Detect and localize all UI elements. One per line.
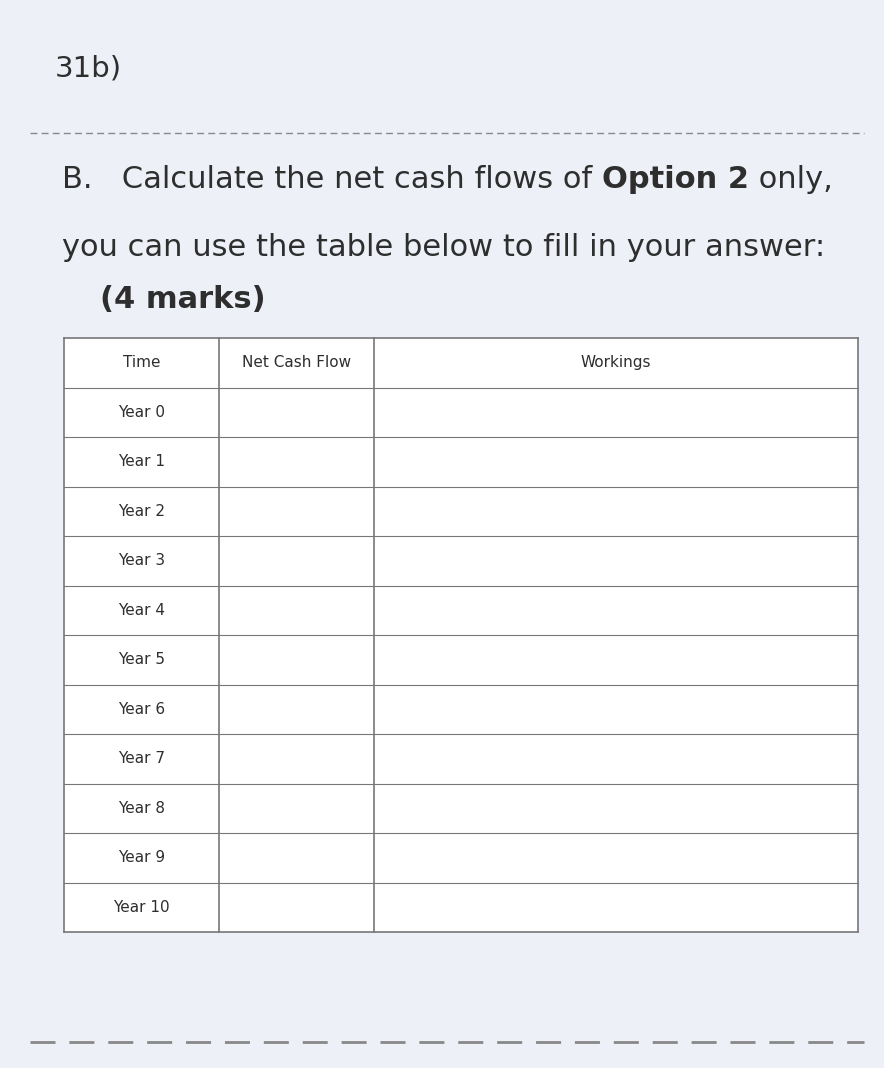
Bar: [64, 337, 858, 932]
Text: Year 10: Year 10: [113, 899, 170, 915]
Text: Year 1: Year 1: [118, 454, 165, 469]
Text: Year 2: Year 2: [118, 504, 165, 519]
Text: Year 0: Year 0: [118, 405, 165, 420]
Text: Year 5: Year 5: [118, 653, 165, 668]
Text: Year 8: Year 8: [118, 801, 165, 816]
Text: Option 2: Option 2: [602, 164, 749, 194]
Text: 31b): 31b): [55, 54, 122, 83]
Text: Net Cash Flow: Net Cash Flow: [241, 356, 351, 371]
Text: (4 marks): (4 marks): [100, 285, 265, 314]
Text: you can use the table below to fill in your answer:: you can use the table below to fill in y…: [62, 233, 825, 262]
Text: Time: Time: [123, 356, 160, 371]
Text: only,: only,: [749, 164, 833, 194]
Text: Year 4: Year 4: [118, 602, 165, 617]
Text: B.   Calculate the net cash flows of: B. Calculate the net cash flows of: [62, 164, 602, 194]
Text: Workings: Workings: [581, 356, 652, 371]
Text: Year 7: Year 7: [118, 751, 165, 766]
Text: Year 3: Year 3: [118, 553, 165, 568]
Text: Year 9: Year 9: [118, 850, 165, 865]
Text: Year 6: Year 6: [118, 702, 165, 717]
